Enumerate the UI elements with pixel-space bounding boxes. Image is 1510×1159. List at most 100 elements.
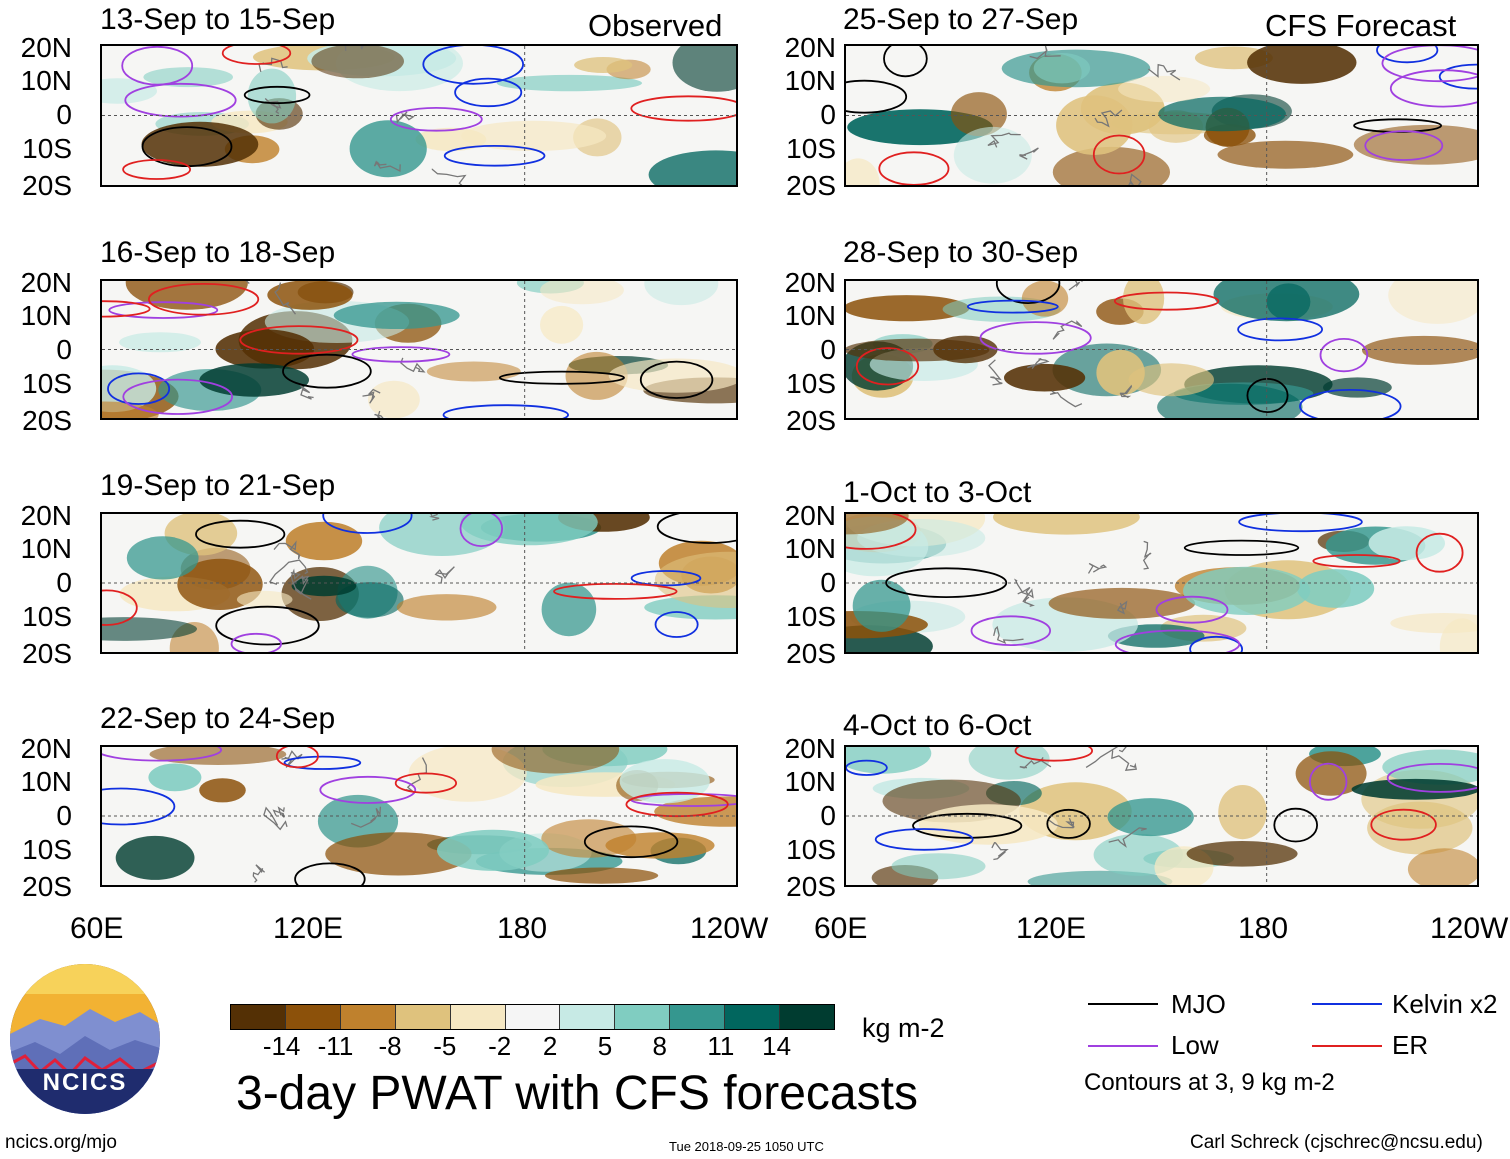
observed-heading: Observed (588, 8, 723, 43)
contour-er (221, 46, 292, 65)
coastline (1052, 320, 1083, 340)
contour-kelvin-x2 (1189, 635, 1243, 652)
panel-title-7: 1-Oct to 3-Oct (843, 476, 1032, 509)
map-panel-6 (844, 279, 1479, 420)
contour-low (979, 321, 1092, 355)
lat-label-left-2-2: 0 (56, 567, 72, 598)
lat-label-left-1-4: 20S (22, 405, 72, 436)
contour-low (230, 632, 282, 652)
map-field (846, 281, 1477, 418)
lon-label-120w-right: 120W (1430, 914, 1510, 944)
contour-kelvin-x2 (107, 372, 171, 405)
panel-title-4: 22-Sep to 24-Sep (100, 702, 336, 735)
contour-low (1389, 69, 1477, 108)
contour-er (394, 772, 457, 794)
contour-low (124, 82, 237, 118)
anomaly-blob (461, 120, 607, 151)
coastline (434, 566, 455, 584)
contour-mjo (639, 360, 714, 399)
anomaly-blob (1118, 75, 1211, 103)
contour-mjo (583, 825, 679, 859)
panel-title-5: 25-Sep to 27-Sep (843, 3, 1079, 36)
lat-label-right-1-2: 0 (820, 334, 836, 365)
contour-kelvin-x2 (1237, 317, 1324, 342)
coastline (299, 384, 314, 400)
lat-label-right-3-3: 10S (786, 834, 836, 865)
panel-title-3: 19-Sep to 21-Sep (100, 469, 336, 502)
contour-low (1364, 130, 1444, 161)
lat-label-right-0-0: 20N (784, 32, 836, 63)
anomaly-blob (285, 521, 363, 561)
contour-mjo (282, 353, 372, 389)
coastline (1049, 390, 1083, 408)
contour-mjo (656, 514, 736, 544)
anomaly-blob (1183, 566, 1311, 615)
lat-label-left-3-3: 10S (22, 834, 72, 865)
lat-label-left-2-0: 20N (20, 500, 72, 531)
anomaly-blob (1052, 146, 1170, 185)
lat-label-right-2-1: 10N (784, 533, 836, 564)
anomaly-blob (565, 351, 628, 400)
colorbar-swatch (450, 1005, 506, 1029)
anomaly-blob (102, 401, 159, 418)
anomaly-blob (115, 835, 195, 880)
anomaly-blob (1033, 53, 1091, 84)
lat-label-right-1-4: 20S (786, 405, 836, 436)
anomaly-blob (1004, 363, 1086, 392)
coastline (362, 388, 381, 404)
map-field (846, 514, 1477, 652)
contour-kelvin-x2 (874, 828, 974, 851)
lat-label-left-3-2: 0 (56, 800, 72, 831)
contour-kelvin-x2 (1238, 514, 1363, 533)
contour-low (102, 747, 223, 762)
legend-line-kelvin (1312, 1003, 1382, 1005)
anomaly-blob (1439, 618, 1477, 652)
anomaly-blob (247, 68, 297, 124)
coastline (291, 575, 310, 595)
contour-er (275, 747, 319, 769)
colorbar-tick-label: -5 (433, 1031, 457, 1061)
anomaly-blob (608, 358, 736, 393)
lat-label-right-1-1: 10N (784, 300, 836, 331)
legend-label-mjo: MJO (1171, 989, 1226, 1019)
contour-mjo (846, 79, 908, 114)
anomaly-blob (236, 590, 293, 609)
coastline (1029, 46, 1061, 60)
coastline (1068, 281, 1083, 291)
lat-label-left-1-0: 20N (20, 267, 72, 298)
colorbar-tick-label: 11 (707, 1031, 735, 1061)
colorbar-swatch (670, 1005, 726, 1029)
lon-label-180-left: 180 (497, 912, 548, 945)
lat-label-left-0-4: 20S (22, 170, 72, 201)
colorbar-tick-label: -11 (317, 1031, 354, 1061)
contour-low (1309, 762, 1348, 801)
lat-label-right-0-2: 0 (820, 99, 836, 130)
contour-mjo (1183, 539, 1300, 556)
anomaly-blob (1297, 569, 1375, 608)
contour-er (1370, 808, 1437, 841)
coastline (1017, 588, 1035, 607)
lat-label-right-2-2: 0 (820, 567, 836, 598)
colorbar-swatch (725, 1005, 781, 1029)
anomaly-blob (1362, 335, 1477, 365)
lat-label-left-3-4: 20S (22, 871, 72, 902)
anomaly-blob (408, 747, 527, 802)
contour-er (855, 347, 920, 386)
lat-label-left-0-0: 20N (20, 32, 72, 63)
coastline (350, 806, 382, 828)
lat-label-right-0-3: 10S (786, 133, 836, 164)
coastline (252, 864, 266, 883)
colorbar-swatch (560, 1005, 616, 1029)
anomaly-blob (950, 92, 1007, 137)
colorbar-tick-label: 5 (597, 1031, 613, 1061)
anomaly-blob (1388, 281, 1477, 324)
lon-label-120w-right-text: 120W (1430, 914, 1509, 944)
contour-low (1381, 46, 1477, 83)
contour-er (239, 325, 359, 355)
anomaly-blob (460, 514, 598, 546)
map-field (102, 281, 736, 418)
coastline (273, 540, 301, 560)
anomaly-blob (491, 747, 620, 774)
contour-kelvin-x2 (443, 145, 546, 167)
contour-mjo (243, 85, 311, 105)
